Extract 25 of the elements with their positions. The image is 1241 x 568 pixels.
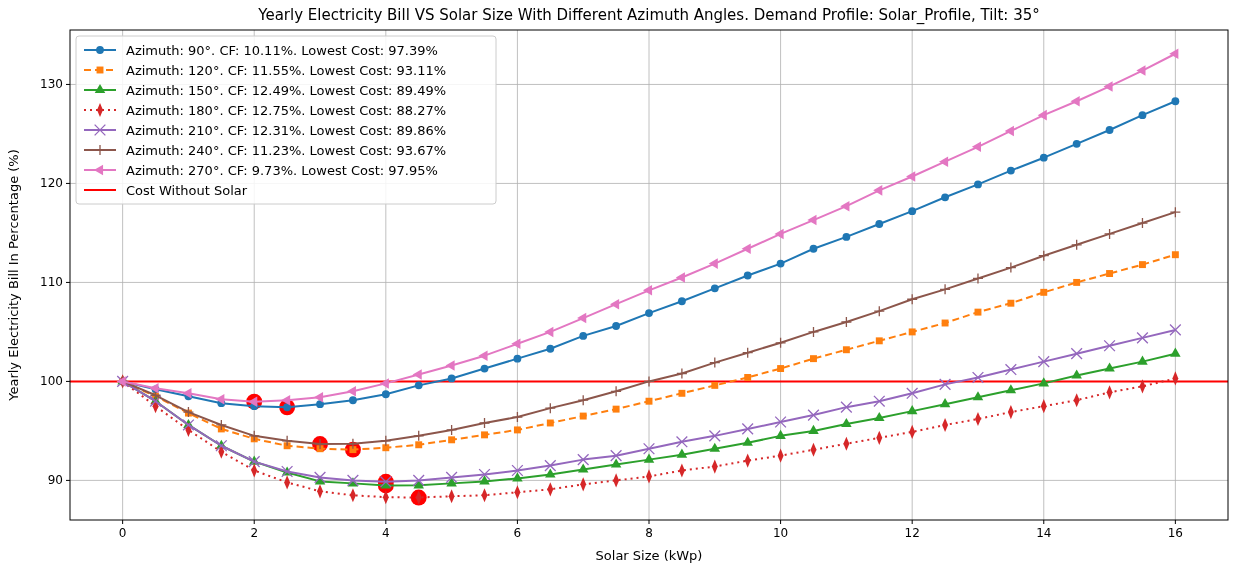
x-tick-label: 6 [513, 526, 522, 540]
legend-label: Azimuth: 150°. CF: 12.49%. Lowest Cost: 89.49% [126, 82, 447, 98]
x-tick-label: 14 [1036, 526, 1052, 540]
y-tick-label: 120 [40, 176, 63, 191]
y-tick-label: 110 [40, 275, 63, 290]
x-tick-label: 10 [772, 526, 789, 540]
x-tick-label: 0 [118, 526, 127, 540]
x-tick-label: 16 [1167, 526, 1183, 540]
legend-label: Azimuth: 240°. CF: 11.23%. Lowest Cost: 93.67% [126, 142, 447, 158]
y-tick-label: 100 [40, 374, 63, 389]
legend-label: Azimuth: 180°. CF: 12.75%. Lowest Cost: 88.27% [126, 102, 447, 118]
legend-label: Azimuth: 90°. CF: 10.11%. Lowest Cost: 97.39% [126, 42, 438, 58]
legend-label: Azimuth: 270°. CF: 9.73%. Lowest Cost: 97.95% [126, 162, 438, 178]
legend-label: Cost Without Solar [126, 182, 248, 198]
x-tick-label: 12 [904, 526, 920, 540]
x-tick-label: 2 [250, 526, 259, 540]
y-axis-title: Yearly Electricity Bill In Percentage (%) [6, 149, 21, 402]
x-axis-title: Solar Size (kWp) [595, 548, 703, 563]
legend-label: Azimuth: 120°. CF: 11.55%. Lowest Cost: 93.11% [126, 62, 447, 78]
legend-label: Azimuth: 210°. CF: 12.31%. Lowest Cost: 89.86% [126, 122, 447, 138]
y-tick-label: 130 [40, 77, 63, 92]
y-tick-label: 90 [47, 473, 63, 488]
x-tick-label: 8 [645, 526, 653, 540]
x-tick-label: 4 [382, 526, 390, 540]
chart-title: Yearly Electricity Bill VS Solar Size With Different Azimuth Angles. Demand Profile: Solar_Profile, Tilt: 35° [257, 6, 1040, 25]
